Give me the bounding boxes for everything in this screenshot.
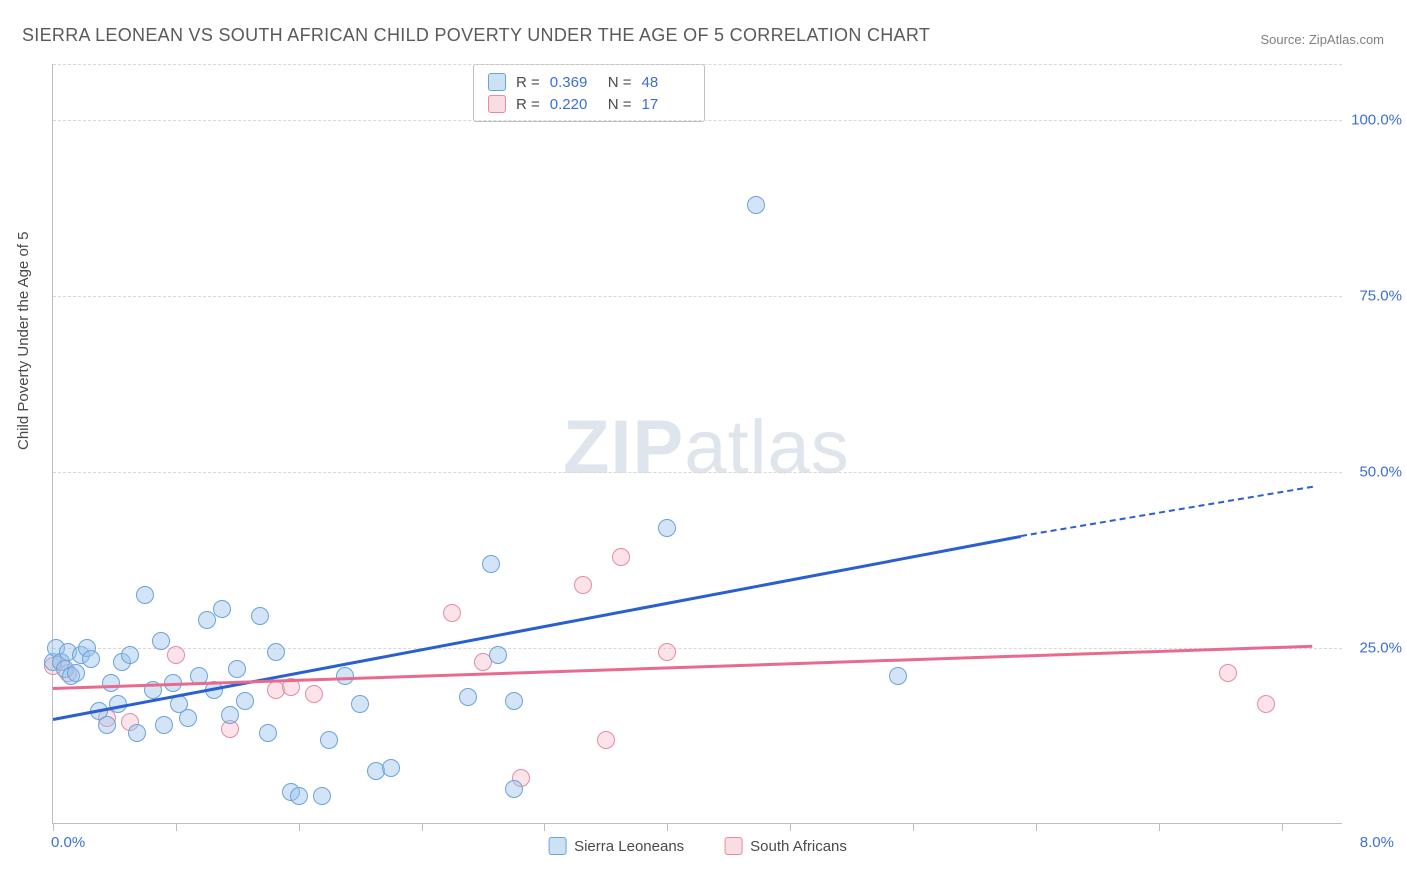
data-point-sl xyxy=(136,586,154,604)
data-point-sl xyxy=(251,607,269,625)
gridline xyxy=(53,64,1342,65)
data-point-sl xyxy=(747,196,765,214)
x-tick xyxy=(667,823,668,831)
data-point-sa xyxy=(1257,695,1275,713)
trend-line-sl-dash xyxy=(1020,486,1312,537)
data-point-sl xyxy=(102,674,120,692)
legend-item-sa: South Africans xyxy=(724,837,847,855)
x-tick xyxy=(1036,823,1037,831)
data-point-sa xyxy=(658,643,676,661)
data-point-sl xyxy=(221,706,239,724)
x-tick-label: 8.0% xyxy=(1360,834,1394,851)
swatch-sl-icon xyxy=(488,73,506,91)
trend-line-sl xyxy=(53,535,1021,720)
data-point-sl xyxy=(889,667,907,685)
x-tick xyxy=(913,823,914,831)
x-tick xyxy=(1159,823,1160,831)
x-tick xyxy=(1282,823,1283,831)
data-point-sl xyxy=(82,650,100,668)
y-tick-label: 100.0% xyxy=(1351,112,1402,129)
data-point-sl xyxy=(351,695,369,713)
data-point-sl xyxy=(505,692,523,710)
y-axis-label: Child Poverty Under the Age of 5 xyxy=(15,232,32,450)
plot-area: ZIPatlas R = 0.369 N = 48 R = 0.220 N = … xyxy=(52,64,1342,824)
data-point-sa xyxy=(574,576,592,594)
data-point-sl xyxy=(228,660,246,678)
data-point-sl xyxy=(290,787,308,805)
gridline xyxy=(53,648,1342,649)
y-tick-label: 25.0% xyxy=(1359,640,1402,657)
data-point-sl xyxy=(658,519,676,537)
x-tick-label: 0.0% xyxy=(51,834,85,851)
x-tick xyxy=(299,823,300,831)
data-point-sl xyxy=(98,716,116,734)
swatch-sa-icon xyxy=(488,95,506,113)
x-tick xyxy=(176,823,177,831)
stats-legend-box: R = 0.369 N = 48 R = 0.220 N = 17 xyxy=(473,64,705,122)
y-tick-label: 50.0% xyxy=(1359,464,1402,481)
data-point-sl xyxy=(67,664,85,682)
x-tick xyxy=(422,823,423,831)
chart-container: SIERRA LEONEAN VS SOUTH AFRICAN CHILD PO… xyxy=(0,0,1406,892)
data-point-sa xyxy=(597,731,615,749)
x-tick xyxy=(53,823,54,831)
gridline xyxy=(53,472,1342,473)
data-point-sa xyxy=(167,646,185,664)
gridline xyxy=(53,296,1342,297)
x-tick xyxy=(544,823,545,831)
data-point-sl xyxy=(382,759,400,777)
data-point-sa xyxy=(612,548,630,566)
data-point-sl xyxy=(459,688,477,706)
stats-row-sa: R = 0.220 N = 17 xyxy=(488,93,690,115)
x-tick xyxy=(790,823,791,831)
data-point-sl xyxy=(152,632,170,650)
bottom-legend: Sierra Leoneans South Africans xyxy=(548,837,847,855)
swatch-sl-icon xyxy=(548,837,566,855)
data-point-sl xyxy=(213,600,231,618)
data-point-sl xyxy=(489,646,507,664)
data-point-sl xyxy=(179,709,197,727)
data-point-sl xyxy=(236,692,254,710)
data-point-sl xyxy=(198,611,216,629)
data-point-sl xyxy=(128,724,146,742)
data-point-sl xyxy=(155,716,173,734)
swatch-sa-icon xyxy=(724,837,742,855)
data-point-sl xyxy=(259,724,277,742)
data-point-sa xyxy=(443,604,461,622)
data-point-sl xyxy=(121,646,139,664)
y-tick-label: 75.0% xyxy=(1359,288,1402,305)
data-point-sl xyxy=(267,643,285,661)
watermark: ZIPatlas xyxy=(563,404,850,491)
data-point-sl xyxy=(505,780,523,798)
stats-row-sl: R = 0.369 N = 48 xyxy=(488,71,690,93)
legend-item-sl: Sierra Leoneans xyxy=(548,837,684,855)
source-attribution: Source: ZipAtlas.com xyxy=(1260,32,1384,47)
data-point-sa xyxy=(305,685,323,703)
data-point-sl xyxy=(482,555,500,573)
gridline xyxy=(53,120,1342,121)
data-point-sa xyxy=(1219,664,1237,682)
chart-title: SIERRA LEONEAN VS SOUTH AFRICAN CHILD PO… xyxy=(22,25,930,46)
data-point-sl xyxy=(313,787,331,805)
data-point-sl xyxy=(320,731,338,749)
